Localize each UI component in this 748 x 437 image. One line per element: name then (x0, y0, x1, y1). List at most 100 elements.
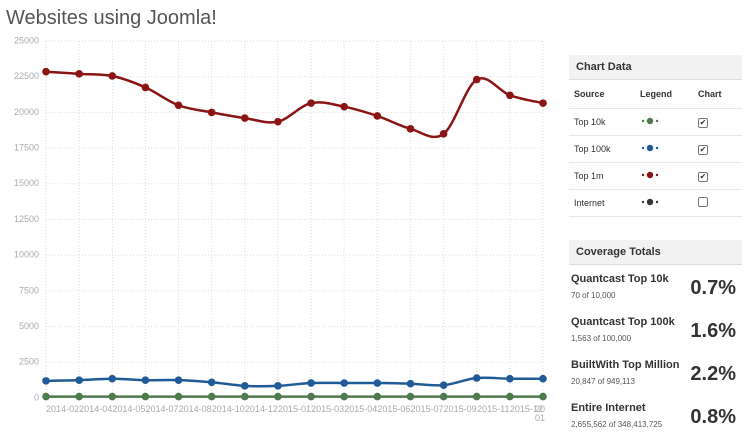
y-tick-label: 7500 (19, 285, 39, 295)
chart-toggle: ✔ (698, 144, 738, 155)
point (274, 392, 282, 401)
checkbox[interactable] (698, 197, 708, 207)
point (141, 392, 150, 401)
coverage-detail: 70 of 10,000 (571, 291, 616, 300)
chart-title: Websites using Joomla! (6, 7, 217, 29)
point (174, 392, 183, 401)
point (373, 392, 382, 401)
checkbox[interactable]: ✔ (698, 171, 708, 182)
coverage-percent: 2.2% (690, 363, 736, 385)
source: Top 1m (574, 171, 604, 181)
legend-icon (641, 117, 659, 125)
point (340, 392, 349, 401)
x-tick-label: 20 01 (535, 404, 545, 423)
coverage-detail: 2,655,562 of 348,413,725 (571, 420, 663, 429)
point (241, 392, 249, 401)
panel-title: Chart Data (569, 55, 742, 80)
x-tick-label: 2015-07 (411, 404, 444, 414)
coverage-item: Entire Internet 2,655,562 of 348,413,725 0… (569, 394, 742, 437)
y-tick-label: 10000 (14, 250, 39, 260)
point (340, 102, 349, 111)
point (406, 125, 415, 133)
coverage-panel: Coverage Totals Quantcast Top 10k 70 of 1… (569, 240, 742, 437)
point (472, 75, 481, 84)
checkbox[interactable]: ✔ (698, 144, 708, 155)
coverage-detail: 20,847 of 949,113 (571, 377, 635, 386)
y-tick-label: 12500 (14, 214, 39, 224)
point (506, 91, 514, 100)
coverage-item: Quantcast Top 10k 70 of 10,000 0.7% (569, 265, 742, 308)
point (406, 392, 415, 401)
coverage-name: Quantcast Top 100k (571, 316, 675, 328)
table-row: Top 10k ✔ (569, 109, 742, 136)
point (439, 381, 448, 389)
coverage-percent: 0.8% (690, 406, 736, 428)
source: Internet (574, 198, 605, 208)
y-tick-label: 22500 (14, 71, 39, 81)
point (241, 114, 249, 122)
coverage-percent: 1.6% (690, 320, 736, 342)
y-tick-label: 15000 (14, 178, 39, 188)
coverage-name: Quantcast Top 10k (571, 273, 669, 285)
coverage-name: Entire Internet (571, 402, 646, 414)
point (539, 392, 547, 401)
y-tick-label: 2500 (19, 357, 39, 367)
point (42, 377, 50, 385)
point (307, 392, 315, 401)
table-header: Source Legend Chart (569, 80, 742, 109)
point (373, 379, 382, 387)
chart-data-panel: Chart Data Source Legend Chart Top 10k ✔ T… (569, 55, 742, 217)
point (506, 374, 514, 383)
legend (640, 117, 698, 127)
chart-toggle: ✔ (698, 117, 738, 128)
x-tick-label: 2015-11 (477, 404, 509, 414)
table-row: Internet (569, 190, 742, 217)
point (274, 382, 282, 390)
rows: Top 10k ✔ Top 100k ✔ Top 1m ✔ Internet (569, 109, 742, 217)
coverage-item: Quantcast Top 100k 1,563 of 100,000 1.6% (569, 308, 742, 351)
legend-icon (641, 198, 659, 206)
coverage-percent: 0.7% (690, 277, 736, 299)
point (42, 67, 50, 76)
point (108, 374, 117, 383)
point (174, 101, 183, 110)
chart: Websites using Joomla! 0 2500 5000 7500 1000… (6, 7, 547, 423)
point (75, 376, 83, 384)
x-tick-label: 2014-07 (145, 404, 178, 414)
y-tick-label: 5000 (19, 321, 39, 331)
point (141, 83, 150, 92)
source: Top 100k (574, 144, 611, 154)
point (539, 99, 547, 107)
point (307, 99, 315, 107)
coverage-list: Quantcast Top 10k 70 of 10,000 0.7% Quantca… (569, 265, 742, 437)
point (307, 379, 315, 387)
legend-icon (641, 144, 659, 152)
x-tick-label: 2015-03 (311, 404, 344, 414)
x-tick-label: 2014-10 (212, 404, 245, 414)
point (207, 108, 216, 117)
point (274, 117, 282, 126)
point (439, 392, 448, 401)
point (439, 130, 448, 138)
x-tick-label: 2015-06 (377, 404, 410, 414)
legend (640, 171, 698, 181)
coverage-item: BuiltWith Top Million 20,847 of 949,113 2.… (569, 351, 742, 394)
checkbox[interactable]: ✔ (698, 117, 708, 128)
page: Websites using Joomla! 0 2500 5000 7500 1000… (6, 7, 742, 429)
point (207, 378, 216, 387)
point (108, 72, 117, 80)
header: Legend (640, 89, 673, 99)
table-row: Top 1m ✔ (569, 163, 742, 190)
x-tick-label: 2014-08 (179, 404, 212, 414)
point (340, 379, 349, 387)
point (241, 382, 249, 390)
table-row: Top 100k ✔ (569, 136, 742, 163)
point (506, 392, 514, 401)
chart-toggle: ✔ (698, 171, 738, 182)
point (472, 392, 481, 401)
point (207, 392, 216, 401)
legend (640, 144, 698, 154)
x-tick-label: 2015-09 (444, 404, 477, 414)
y-tick-label: 20000 (14, 107, 39, 117)
header: Chart (698, 89, 722, 99)
